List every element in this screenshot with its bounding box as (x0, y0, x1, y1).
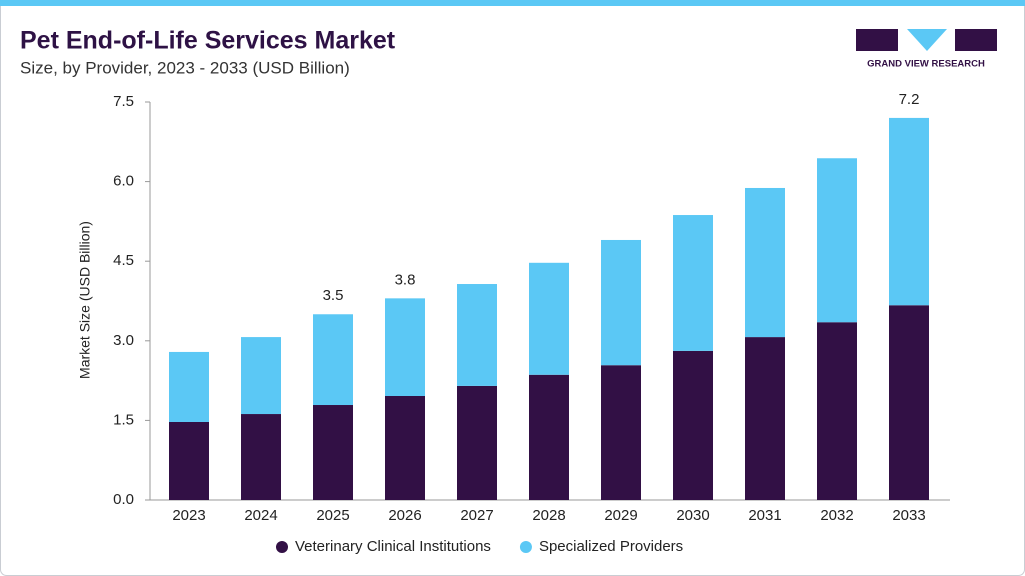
bar-segment (241, 414, 281, 500)
bar-segment (889, 305, 929, 500)
bar-segment (745, 187, 785, 338)
bar-segment (385, 395, 425, 500)
logo-block (856, 29, 898, 51)
y-tick-label: 4.5 (113, 252, 134, 269)
bar-segment (457, 385, 497, 500)
y-tick-label: 0.0 (113, 491, 134, 508)
legend-label: Veterinary Clinical Institutions (295, 538, 491, 555)
bar-segment (817, 322, 857, 500)
bar-segment (817, 158, 857, 323)
bar-segment (601, 365, 641, 500)
logo-block (955, 29, 997, 51)
x-tick-label: 2030 (676, 507, 709, 524)
bar-segment (313, 314, 353, 406)
x-tick-label: 2027 (460, 507, 493, 524)
chart-subtitle: Size, by Provider, 2023 - 2033 (USD Bill… (20, 58, 350, 77)
total-label: 3.5 (323, 287, 344, 304)
x-tick-label: 2029 (604, 507, 637, 524)
y-tick-label: 1.5 (113, 411, 134, 428)
bar-segment (745, 337, 785, 500)
y-tick-label: 6.0 (113, 173, 134, 190)
bar-segment (457, 284, 497, 386)
logo-triangle (907, 29, 947, 51)
bar-segment (169, 421, 209, 500)
total-label: 3.8 (395, 271, 416, 288)
legend-label: Specialized Providers (539, 538, 683, 555)
y-tick-label: 7.5 (113, 93, 134, 110)
y-axis-label: Market Size (USD Billion) (77, 221, 93, 379)
logo: GRAND VIEW RESEARCH (856, 29, 997, 70)
bar-segment (673, 215, 713, 351)
x-tick-label: 2033 (892, 507, 925, 524)
bar-segment (889, 117, 929, 306)
brand: GRAND VIEW RESEARCH (867, 59, 985, 70)
x-tick-label: 2032 (820, 507, 853, 524)
x-tick-label: 2026 (388, 507, 421, 524)
x-tick-label: 2023 (172, 507, 205, 524)
bar-segment (385, 298, 425, 396)
x-tick-label: 2028 (532, 507, 565, 524)
legend-marker (276, 541, 288, 553)
bar-segment (673, 350, 713, 500)
bar-segment (601, 239, 641, 366)
bar-segment (169, 351, 209, 422)
x-tick-label: 2031 (748, 507, 781, 524)
x-tick-label: 2024 (244, 507, 277, 524)
bar-segment (313, 405, 353, 500)
top-strip (0, 0, 1025, 6)
x-tick-label: 2025 (316, 507, 349, 524)
y-tick-label: 3.0 (113, 332, 134, 349)
legend-marker (519, 541, 532, 553)
chart-title: Pet End-of-Life Services Market (20, 27, 396, 55)
bar-segment (529, 262, 569, 375)
bar-segment (529, 374, 569, 500)
bar-segment (241, 337, 281, 415)
total-label: 7.2 (899, 91, 920, 108)
